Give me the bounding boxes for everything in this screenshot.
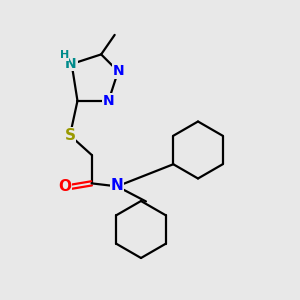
Text: N: N (65, 57, 77, 71)
Text: N: N (111, 178, 124, 193)
Text: N: N (113, 64, 124, 78)
Text: S: S (64, 128, 76, 143)
Text: H: H (59, 50, 69, 60)
Text: N: N (103, 94, 115, 108)
Text: O: O (59, 179, 72, 194)
